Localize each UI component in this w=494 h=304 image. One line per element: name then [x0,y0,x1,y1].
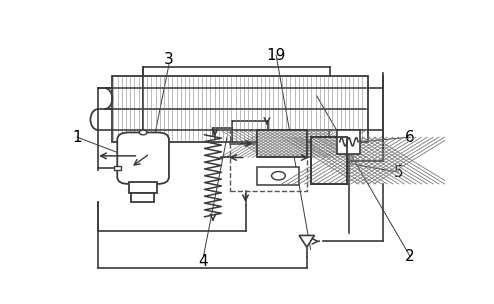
Text: 4: 4 [199,254,208,269]
Polygon shape [299,236,315,247]
Circle shape [139,130,147,135]
Bar [257,130,307,157]
Text: 3: 3 [164,52,174,67]
Bar [311,137,347,184]
Bar [230,130,307,191]
Text: 2: 2 [406,249,415,264]
Bar [128,181,157,193]
Text: 6: 6 [405,130,415,145]
Bar [337,130,360,154]
Bar [131,193,154,202]
Bar [257,167,299,185]
Bar [311,137,347,184]
Text: 5: 5 [394,165,404,180]
Text: 1: 1 [72,130,82,145]
Bar [257,130,307,157]
Bar [112,76,368,142]
Bar [114,166,121,170]
Circle shape [272,171,286,180]
FancyBboxPatch shape [117,133,169,184]
Text: 19: 19 [266,48,286,63]
